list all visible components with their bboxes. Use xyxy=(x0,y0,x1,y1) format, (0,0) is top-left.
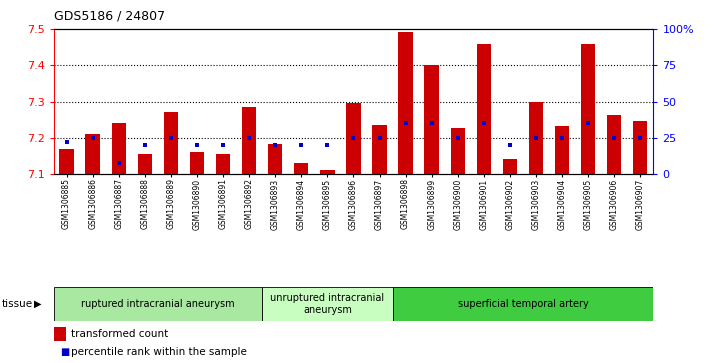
Bar xyxy=(320,170,335,174)
Text: tissue: tissue xyxy=(2,299,34,309)
Bar xyxy=(59,149,74,174)
Bar xyxy=(346,103,361,174)
Bar xyxy=(581,44,595,174)
Bar xyxy=(607,115,621,174)
Bar xyxy=(216,154,230,174)
Text: ▶: ▶ xyxy=(34,299,42,309)
Bar xyxy=(372,125,387,174)
Bar xyxy=(555,126,569,174)
Text: superficial temporal artery: superficial temporal artery xyxy=(458,299,588,309)
Bar xyxy=(242,107,256,174)
Bar xyxy=(86,134,100,174)
Bar xyxy=(54,287,262,321)
Bar xyxy=(164,112,178,174)
Bar xyxy=(268,144,282,174)
Text: percentile rank within the sample: percentile rank within the sample xyxy=(71,347,247,357)
Bar xyxy=(294,163,308,174)
Bar xyxy=(190,152,204,174)
Bar xyxy=(398,32,413,174)
Bar xyxy=(477,44,491,174)
Text: GDS5186 / 24807: GDS5186 / 24807 xyxy=(54,9,165,22)
Text: ■: ■ xyxy=(60,347,69,357)
Bar xyxy=(138,154,152,174)
Text: transformed count: transformed count xyxy=(71,329,169,339)
Bar xyxy=(503,159,517,174)
Bar xyxy=(425,65,439,174)
Text: ruptured intracranial aneurysm: ruptured intracranial aneurysm xyxy=(81,299,235,309)
Bar xyxy=(262,287,393,321)
Bar xyxy=(633,121,648,174)
Bar xyxy=(451,128,465,174)
Bar xyxy=(393,287,653,321)
Bar xyxy=(529,102,543,174)
Bar xyxy=(111,123,126,174)
Text: unruptured intracranial
aneurysm: unruptured intracranial aneurysm xyxy=(271,293,384,315)
